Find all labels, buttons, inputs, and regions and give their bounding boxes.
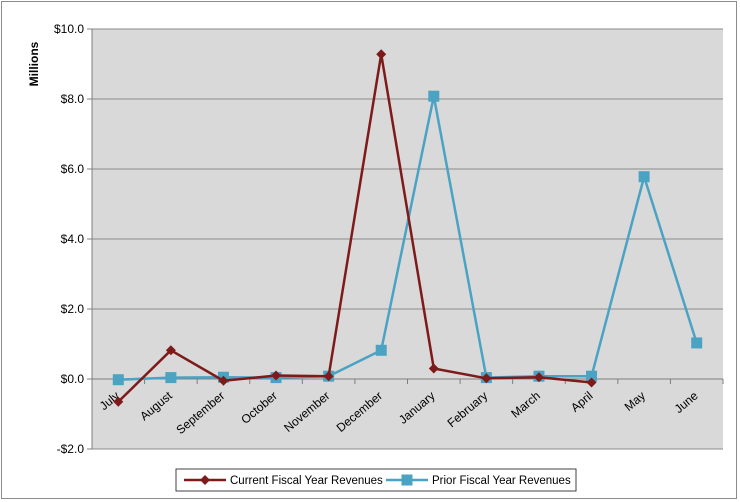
- legend-label: Current Fiscal Year Revenues: [230, 475, 383, 487]
- data-point: [691, 337, 703, 349]
- data-point: [375, 344, 387, 356]
- data-point: [165, 372, 177, 384]
- y-tick-label: $10.0: [54, 22, 84, 36]
- y-tick-label: $2.0: [61, 302, 85, 316]
- data-point: [481, 373, 492, 384]
- data-point: [112, 374, 124, 386]
- series-line: [118, 94, 698, 381]
- data-point: [376, 49, 387, 60]
- y-tick-label: $6.0: [61, 162, 85, 176]
- legend-box: [175, 468, 577, 492]
- data-point: [271, 370, 282, 381]
- data-point: [113, 396, 124, 407]
- legend: Current Fiscal Year Revenues Prior Fiscal…: [175, 468, 577, 492]
- data-point: [533, 372, 544, 383]
- data-point: [218, 375, 229, 386]
- data-point: [200, 475, 210, 485]
- y-axis-label-group: Millions: [27, 41, 41, 86]
- legend-item: Current Fiscal Year Revenues: [184, 475, 383, 487]
- data-point: [401, 474, 413, 486]
- series-group: [113, 49, 597, 407]
- series-line: [117, 52, 592, 403]
- legend-label: Prior Fiscal Year Revenues: [432, 475, 571, 487]
- y-tick-label: $4.0: [61, 232, 85, 246]
- y-tick-label: $0.0: [61, 372, 85, 386]
- legend-item: Prior Fiscal Year Revenues: [386, 474, 571, 487]
- data-point: [165, 345, 176, 356]
- y-tick-label: -$2.0: [57, 442, 85, 456]
- data-point: [428, 90, 440, 102]
- data-point: [323, 371, 334, 382]
- gridlines: [92, 28, 723, 450]
- series-lines: [112, 49, 703, 407]
- y-tick-label: $8.0: [61, 92, 85, 106]
- y-axis-label: Millions: [27, 41, 41, 86]
- data-point: [638, 171, 650, 183]
- data-point: [586, 377, 597, 388]
- data-point: [428, 363, 439, 374]
- data-point: [586, 370, 598, 382]
